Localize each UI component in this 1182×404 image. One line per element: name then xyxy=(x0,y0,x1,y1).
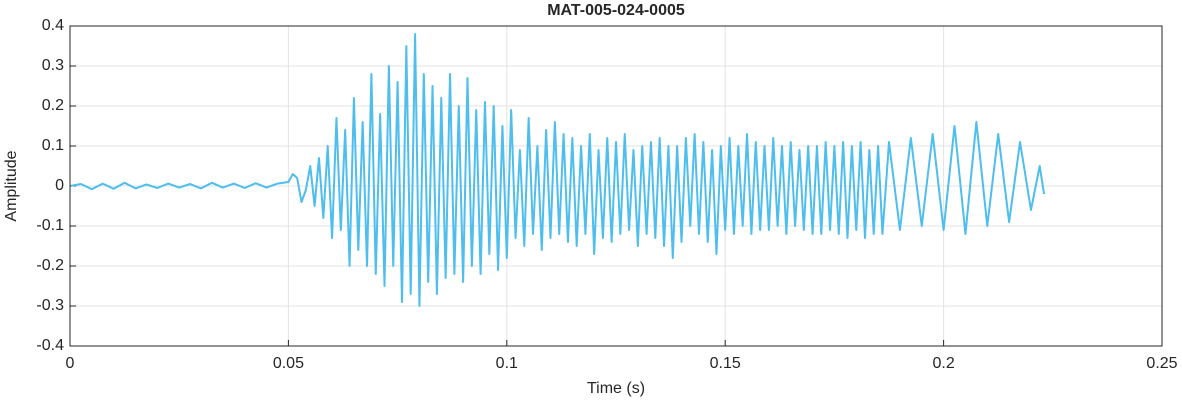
y-tick-label: -0.3 xyxy=(36,297,64,314)
x-tick-label: 0.1 xyxy=(496,355,518,372)
y-tick-label: -0.2 xyxy=(36,257,64,274)
x-tick-label: 0.2 xyxy=(932,355,954,372)
axes-box xyxy=(69,25,1163,347)
y-tick-label: -0.4 xyxy=(36,337,64,354)
x-tick-label: 0 xyxy=(66,355,75,372)
waveform-line xyxy=(69,33,1046,307)
y-tick-label: 0.2 xyxy=(42,97,64,114)
x-tick-label: 0.05 xyxy=(273,355,304,372)
x-axis-label: Time (s) xyxy=(587,380,645,397)
y-tick-label: 0.1 xyxy=(42,137,64,154)
y-tick-label: -0.1 xyxy=(36,217,64,234)
y-tick-label: 0.3 xyxy=(42,57,64,74)
x-tick-label: 0.25 xyxy=(1146,355,1177,372)
chart-title: MAT-005-024-0005 xyxy=(547,2,685,19)
y-tick-label: 0 xyxy=(55,177,64,194)
y-axis-label: Amplitude xyxy=(3,150,20,221)
y-tick-label: 0.4 xyxy=(42,17,64,34)
x-tick-label: 0.15 xyxy=(710,355,741,372)
